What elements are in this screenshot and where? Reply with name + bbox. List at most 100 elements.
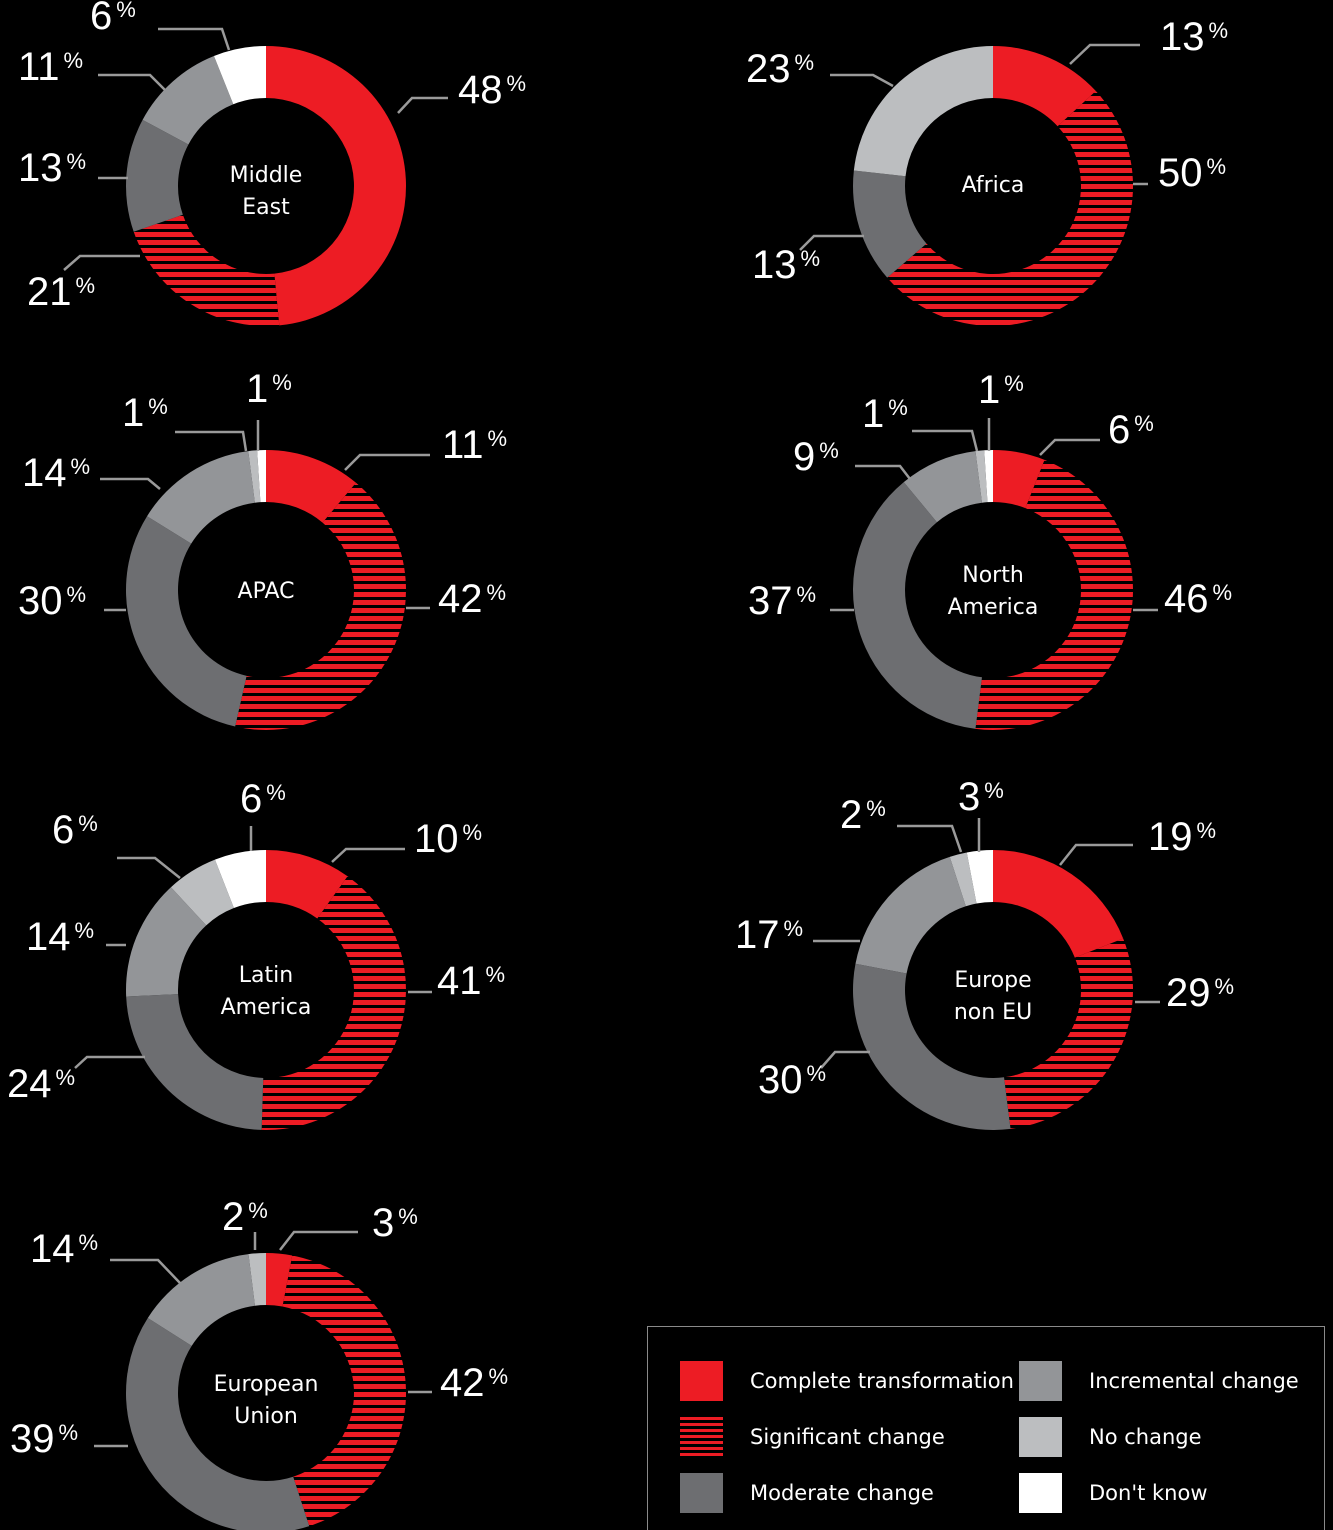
leader-line bbox=[1059, 843, 1133, 866]
donut-title: East bbox=[242, 195, 290, 220]
data-label: 9% bbox=[793, 435, 839, 479]
leader-line bbox=[830, 73, 894, 88]
slice-don-t-know bbox=[214, 850, 266, 909]
data-label: 29% bbox=[1166, 971, 1234, 1015]
data-label: 42% bbox=[438, 577, 506, 621]
data-label: 13% bbox=[18, 146, 86, 190]
donut-apac: APAC 11 % 42 % 30 % 14 % 1% 1% bbox=[18, 367, 507, 730]
data-label: 2% bbox=[840, 793, 886, 837]
data-label: 1% bbox=[978, 368, 1024, 412]
data-label: 14% bbox=[30, 1227, 98, 1271]
slice-incremental-change bbox=[142, 56, 234, 145]
donut-european-union: European Union 3 % 42 % 39 % 14 % 2% bbox=[10, 1195, 508, 1530]
slice-don-t-know bbox=[257, 450, 266, 503]
leader-line bbox=[98, 73, 166, 91]
slice-don-t-know bbox=[213, 46, 266, 105]
slice-complete-transformation bbox=[266, 450, 356, 523]
data-label: 6% bbox=[90, 0, 136, 38]
leader-line bbox=[74, 1055, 145, 1069]
slice-moderate-change bbox=[125, 119, 189, 232]
data-label: 6% bbox=[240, 777, 286, 821]
leader-line bbox=[63, 254, 140, 271]
legend-item-incremental-change: Incremental change bbox=[1019, 1361, 1299, 1401]
donut-title: Union bbox=[234, 1404, 298, 1429]
donut-latin-america: Latin America 10 % 41 % 24 % 14 % 6 % 6% bbox=[7, 777, 505, 1130]
data-label: 2% bbox=[222, 1195, 268, 1239]
slice-incremental-change bbox=[903, 451, 982, 523]
slice-significant-change bbox=[133, 214, 280, 326]
donut-title: Africa bbox=[962, 173, 1025, 198]
data-label: 37% bbox=[748, 579, 816, 623]
data-label: 11% bbox=[442, 423, 507, 467]
data-label: 30% bbox=[758, 1058, 826, 1102]
leader-line bbox=[1069, 43, 1140, 65]
donut-title: Europe bbox=[954, 968, 1031, 993]
data-label: 10% bbox=[414, 817, 482, 861]
data-label: 17% bbox=[735, 913, 803, 957]
donut-north-america: North America 6 % 46 % 37 % 9 % 1% 1% bbox=[748, 368, 1232, 730]
donut-europe-non-eu: Europe non EU 19 % 29 % 30 % 17 % 2% 3% bbox=[735, 775, 1234, 1130]
leader-line bbox=[100, 477, 161, 490]
donut-title: America bbox=[221, 995, 312, 1020]
data-label: 6% bbox=[1108, 408, 1154, 452]
leader-line bbox=[110, 1258, 181, 1284]
donut-title: European bbox=[214, 1372, 319, 1397]
leader-line bbox=[117, 856, 181, 879]
data-label: 41% bbox=[437, 959, 505, 1003]
legend-swatch-dontknow bbox=[1019, 1473, 1062, 1513]
slice-complete-transformation bbox=[993, 850, 1124, 958]
leader-line bbox=[331, 847, 405, 863]
leader-line bbox=[175, 430, 248, 452]
data-label: 50% bbox=[1158, 151, 1226, 195]
slice-complete-transformation bbox=[993, 46, 1096, 127]
legend-swatch-complete bbox=[680, 1361, 723, 1401]
legend-item-complete-transformation: Complete transformation bbox=[680, 1361, 1014, 1401]
legend: Complete transformation Significant chan… bbox=[647, 1326, 1325, 1530]
legend-label: No change bbox=[1089, 1425, 1202, 1449]
slice-complete-transformation bbox=[266, 1253, 293, 1307]
data-label: 19% bbox=[1148, 815, 1216, 859]
data-label: 3% bbox=[958, 775, 1004, 819]
data-label: 48% bbox=[458, 68, 526, 112]
data-label: 42% bbox=[440, 1361, 508, 1405]
slice-moderate-change bbox=[852, 482, 982, 729]
leader-line bbox=[820, 1050, 870, 1069]
data-label: 46% bbox=[1164, 577, 1232, 621]
legend-swatch-nochange bbox=[1019, 1417, 1062, 1457]
leader-line bbox=[799, 234, 864, 251]
data-label: 1% bbox=[862, 392, 908, 436]
data-label: 6% bbox=[52, 808, 98, 852]
leader-line bbox=[158, 27, 231, 51]
leader-line bbox=[397, 96, 448, 114]
donut-title: APAC bbox=[238, 579, 295, 604]
slice-moderate-change bbox=[125, 1317, 310, 1530]
slice-don-t-know bbox=[984, 450, 993, 503]
donut-title: non EU bbox=[954, 1000, 1032, 1025]
slice-no-change bbox=[853, 46, 993, 177]
legend-item-dont-know: Don't know bbox=[1019, 1473, 1208, 1513]
donut-title: Latin bbox=[239, 963, 293, 988]
slice-incremental-change bbox=[147, 451, 255, 544]
legend-item-significant-change: Significant change bbox=[680, 1417, 945, 1457]
slice-no-change bbox=[949, 852, 977, 907]
legend-label: Moderate change bbox=[750, 1481, 934, 1505]
data-label: 21% bbox=[27, 270, 95, 314]
slice-complete-transformation bbox=[266, 46, 406, 326]
donut-title: America bbox=[948, 595, 1039, 620]
slice-no-change bbox=[248, 1253, 266, 1306]
slice-incremental-change bbox=[126, 887, 207, 997]
slice-incremental-change bbox=[147, 1254, 255, 1346]
data-label: 1% bbox=[246, 367, 292, 411]
data-label: 14% bbox=[26, 915, 94, 959]
slice-moderate-change bbox=[853, 170, 927, 278]
slice-no-change bbox=[170, 859, 234, 926]
data-label: 13% bbox=[1160, 15, 1228, 59]
legend-label: Significant change bbox=[750, 1425, 945, 1449]
slice-moderate-change bbox=[126, 994, 264, 1130]
slice-significant-change bbox=[1004, 938, 1133, 1129]
legend-swatch-significant bbox=[680, 1417, 723, 1457]
slice-moderate-change bbox=[125, 516, 247, 727]
legend-label: Complete transformation bbox=[750, 1369, 1014, 1393]
slice-no-change bbox=[248, 450, 261, 503]
